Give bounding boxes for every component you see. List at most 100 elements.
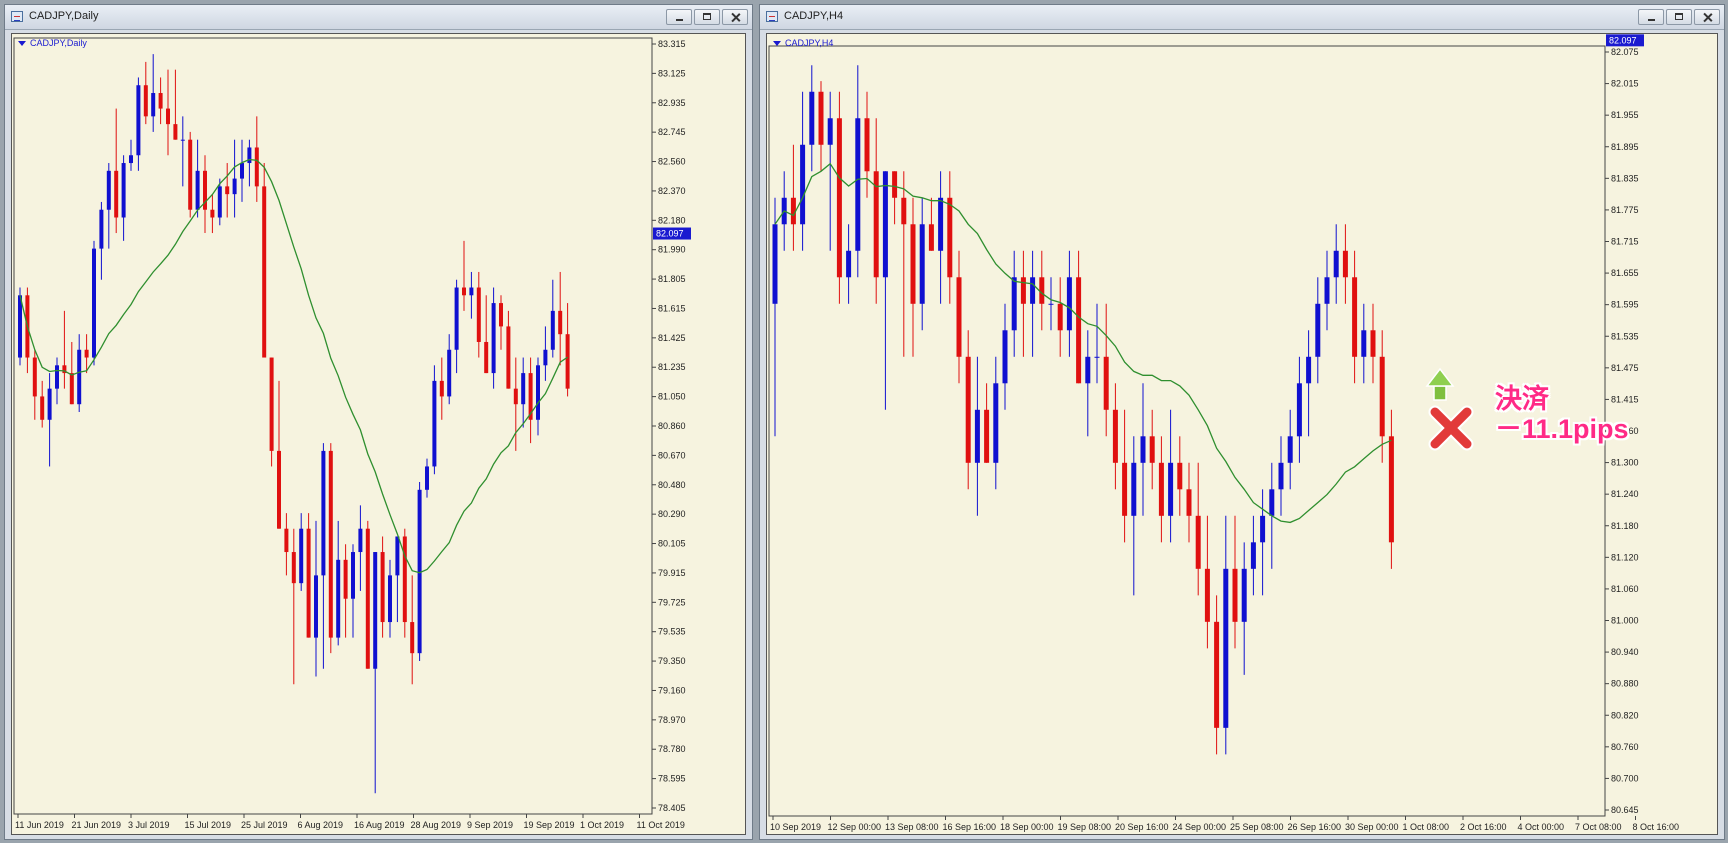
right-window-titlebar[interactable]: CADJPY,H4 [760,5,1724,30]
left-window-titlebar[interactable]: CADJPY,Daily [5,5,752,30]
candle-body [1140,436,1146,463]
candle [321,443,326,669]
price-tick-label: 81.655 [1611,268,1639,278]
candle-body [901,197,907,225]
candle [1011,250,1017,357]
candle [106,163,111,249]
price-tick-label: 82.370 [658,186,686,196]
date-tick-label: 3 Jul 2019 [128,820,170,830]
price-tick-label: 81.775 [1611,205,1639,215]
candle [855,65,861,278]
candle [447,334,452,405]
candle-body [928,224,934,251]
left-symbol-label[interactable]: CADJPY,Daily [18,38,87,48]
date-tick-label: 9 Sep 2019 [467,820,513,830]
candle [410,575,415,685]
restore-button[interactable] [1666,9,1692,25]
candle-body [343,559,348,599]
price-tick-label: 83.125 [658,68,686,78]
price-tick-label: 81.990 [658,245,686,255]
candle-body [1048,303,1054,305]
minimize-button[interactable] [666,9,692,25]
candle-body [402,536,407,623]
candle [180,116,185,187]
right-chart-window[interactable]: CADJPY,H4 82.075 82.015 81.955 81.895 81.835… [759,4,1725,840]
candle-body [210,209,215,218]
candle-body [447,349,452,397]
candle-body [974,409,980,463]
chart-window-icon [766,11,778,22]
candle-body [284,528,289,553]
candle-body [277,450,281,529]
candle-body [1122,462,1128,516]
moving-average-line [774,162,1392,524]
candle-body [373,552,378,669]
candle-body [1324,277,1330,304]
candle-body [351,552,355,599]
candle-body [491,303,496,374]
left-chart-area[interactable]: 83.315 83.125 82.935 82.745 82.560 82.370 82.1… [11,33,746,835]
candle [365,520,370,669]
current-price-label: 82.097 [656,229,684,239]
candle-body [1269,489,1275,516]
candle [790,144,796,251]
left-chart-window[interactable]: CADJPY,Daily 83.315 83.125 82.935 82.745 82.… [4,4,753,840]
price-tick-label: 82.180 [658,215,686,225]
candle [928,197,934,251]
right-chart-area[interactable]: 82.075 82.015 81.955 81.895 81.835 81.775 81.7… [766,33,1718,835]
candle [1287,409,1293,490]
date-tick-label: 24 Sep 00:00 [1173,822,1227,832]
candle [402,528,407,638]
date-tick-label: 21 Jun 2019 [72,820,122,830]
date-tick-label: 16 Sep 16:00 [943,822,997,832]
candle [469,271,474,319]
candle-body [1131,462,1137,516]
candle [358,505,363,591]
date-tick-label: 11 Oct 2019 [637,820,685,830]
price-tick-label: 80.880 [1611,679,1639,689]
candle [77,334,82,412]
candle [328,443,333,654]
candle [1103,303,1109,437]
close-x-icon [1428,405,1474,451]
candle-body [827,118,833,145]
minimize-button[interactable] [1638,9,1664,25]
candle [1296,356,1302,463]
candle-body [469,287,474,296]
candle-body [1306,356,1312,384]
date-tick-label: 20 Sep 16:00 [1115,822,1169,832]
candle [203,155,207,234]
candle [114,108,119,234]
candle [40,380,45,428]
date-tick-label: 25 Sep 08:00 [1230,822,1284,832]
date-tick-label: 4 Oct 00:00 [1518,822,1565,832]
candle [513,357,518,451]
candle-body [984,409,990,463]
dropdown-triangle-icon [18,40,26,46]
candle-body [291,552,296,584]
close-button[interactable] [1694,9,1720,25]
date-tick-label: 11 Jun 2019 [15,820,64,830]
candle [462,240,466,311]
candle-body [800,144,806,225]
date-tick-label: 1 Oct 08:00 [1403,822,1450,832]
candle-body [454,287,459,350]
price-tick-label: 81.835 [1611,173,1639,183]
candle-body [1076,277,1082,384]
candle-body [203,170,207,210]
candle [1122,409,1128,543]
candle-body [217,186,222,218]
restore-button[interactable] [694,9,720,25]
candle-body [1361,330,1367,357]
close-button[interactable] [722,9,748,25]
candle [32,349,37,420]
date-tick-label: 6 Aug 2019 [298,820,344,830]
candle [528,357,533,444]
candle [1342,224,1348,304]
candle [809,65,815,172]
price-tick-label: 80.940 [1611,647,1639,657]
price-tick-label: 81.595 [1611,300,1639,310]
right-symbol-label[interactable]: CADJPY,H4 [773,38,833,48]
candle-body [321,450,326,576]
candle [558,271,563,366]
